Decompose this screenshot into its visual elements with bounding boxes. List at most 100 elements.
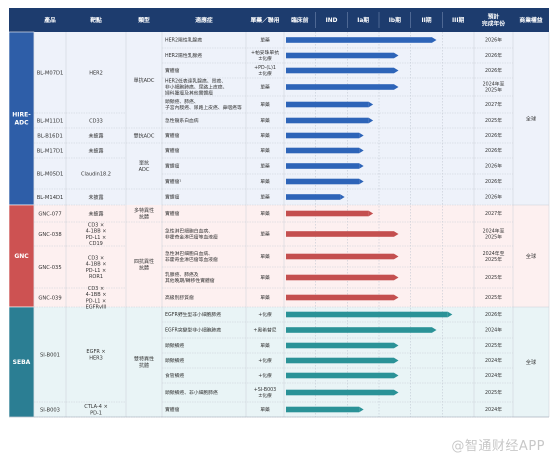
target-label: 未披露 [88,147,103,154]
completion-year: 2026年 [485,52,502,59]
header-stage-ia: Ia期 [357,16,369,24]
header-product: 產品 [43,16,56,24]
completion-year: 2024年 [485,357,502,364]
progress-bar [286,253,394,260]
progress-bar [286,163,360,169]
header-target: 靶點 [90,16,102,24]
completion-year: 2026年 [485,132,502,139]
indication-label: 食管鱗癌 [165,372,184,379]
indication-label: 實體瘤 [165,406,180,413]
completion-year: 2025年 [485,389,502,396]
progress-bar [286,210,369,217]
progress-bar [286,101,369,108]
progress-bar [286,52,394,59]
completion-year: 2026年 [485,37,502,44]
header-stage-ii: II期 [421,16,431,24]
regimen-label: +化療 [258,311,272,318]
header-bar [9,8,549,32]
indication-label: 實體瘤 [165,163,180,170]
regimen-label: 單藥 [260,147,270,154]
regimen-label: 單藥 [260,210,270,217]
regimen-label: +PD-(L)1 ±化療 [254,65,276,77]
target-label: CD3 × 4-1BB × PD-L1 × ROR1 [86,255,107,280]
regimen-label: 單藥 [260,406,270,413]
indication-label: 急性淋巴細胞白血病、非霍奇金淋巴瘤等血液瘤 [165,250,218,263]
progress-bar-arrow [394,52,399,59]
rights-label-seba: 全球 [526,358,537,366]
type-label: 四抗異性抗體 [134,258,154,271]
progress-bar [286,194,341,200]
completion-year: 2026年 [485,147,502,154]
completion-year: 2025年 [485,117,502,124]
group-label-seba: SEBA [13,359,31,366]
target-label: HER2 [89,70,103,76]
regimen-label: +奧希替尼 [253,327,276,334]
indication-label: 頭頸鱗癌 [165,342,184,349]
progress-bar [286,178,360,185]
target-label: 未披露 [88,132,103,139]
completion-year: 2024年至 2025年 [483,81,505,94]
indication-label: HER2低表達乳腺癌、胃癌、非小細胞肺癌、尿路上皮癌、婦科腫瘤及其他實體瘤 [165,78,227,97]
progress-bar-arrow [394,389,399,396]
header-stage-iii: III期 [452,16,464,24]
progress-bar-arrow [394,231,399,237]
target-label: CD3 × 4-1BB × PD-L1 × CD19 [86,222,107,247]
regimen-label: 單藥 [260,132,270,139]
target-label: EGFR × HER3 [86,349,105,361]
regimen-label: +SI-B003 ±化療 [254,387,277,399]
header-indication: 適應症 [195,16,213,24]
product-label: GNC-077 [38,211,61,217]
header-stage-ind: IND [326,18,338,24]
regimen-label: +帕妥珠單抗±化療 [251,49,279,62]
regimen-label: 單藥 [260,117,270,124]
product-label: SI-B001 [40,352,60,358]
regimen-label: 單藥 [260,274,270,281]
watermark: @智通财经APP [451,439,545,454]
completion-year: 2024年至 2025年 [483,228,505,241]
indication-label: EGFR野生型非小細胞肺癌 [165,311,221,318]
progress-bar-arrow [394,294,399,301]
progress-bar-arrow [359,406,364,413]
header-rights: 商業權益 [519,16,542,24]
target-label: 未披露 [88,210,103,217]
indication-label: 實體瘤 [165,210,180,217]
progress-bar [286,389,394,396]
completion-year: 2025年 [485,294,502,301]
indication-label: 乳腺癌、肺癌及其他晚期/轉移性實體瘤 [165,271,215,284]
indication-label: 實體瘤 [165,132,180,139]
progress-bar-arrow [394,274,399,281]
regimen-label: +化療 [258,372,272,379]
rights-label-gnc: 全球 [526,252,537,260]
target-label: CD3 × 4-1BB × PD-L1 × EGFRvIII [86,286,107,311]
type-label: 雙抗ADC [134,132,155,139]
progress-bar [286,311,448,318]
progress-bar [286,132,360,139]
product-label: BL-M11D1 [37,118,64,124]
product-label: BL-B16D1 [37,133,63,139]
type-label: 雙特異性抗體 [134,356,154,369]
header-stage-ib: Ib期 [389,16,401,24]
indication-label: HER2陽性乳腺癌 [165,52,202,59]
indication-label: 實體瘤 [165,194,180,201]
product-label: GNC-039 [38,295,61,301]
completion-year: 2024年 [485,372,502,379]
regimen-label: 單藥 [260,101,270,108]
regimen-label: 單藥 [260,178,270,185]
regimen-label: 單藥 [260,194,270,201]
completion-year: 2026年 [485,67,502,74]
progress-bar [286,117,369,124]
progress-bar-arrow [368,117,374,124]
header-category: 類型 [137,16,150,24]
completion-year: 2027年 [485,101,502,108]
progress-bar-arrow [359,147,364,154]
product-label: BL-M14D1 [37,195,64,201]
target-label: 未披露 [88,194,103,201]
regimen-label: 單藥 [260,253,270,260]
regimen-label: 單藥 [260,84,270,91]
completion-year: 2024年 [485,406,502,413]
regimen-label: 單藥 [260,342,270,349]
indication-label: HER2陽性乳腺癌 [165,37,202,44]
type-label: 單抗ADC [134,77,155,84]
